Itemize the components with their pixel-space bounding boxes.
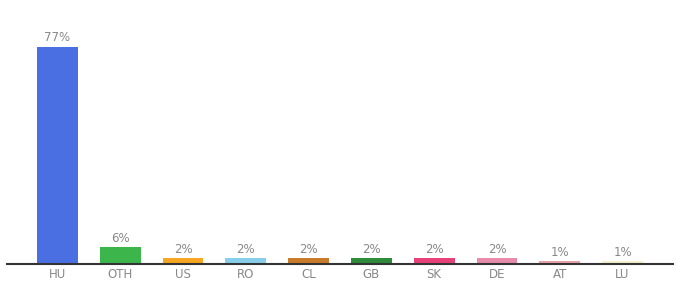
Text: 77%: 77% — [44, 31, 71, 44]
Bar — [163, 258, 203, 264]
Bar — [351, 258, 392, 264]
Bar — [413, 258, 454, 264]
Text: 2%: 2% — [299, 243, 318, 256]
Bar — [539, 261, 580, 264]
Text: 1%: 1% — [550, 246, 569, 259]
Text: 1%: 1% — [613, 246, 632, 259]
Bar — [37, 46, 78, 264]
Text: 6%: 6% — [111, 232, 130, 245]
Text: 2%: 2% — [237, 243, 255, 256]
Bar — [226, 258, 267, 264]
Text: 2%: 2% — [173, 243, 192, 256]
Text: 2%: 2% — [362, 243, 381, 256]
Bar — [288, 258, 329, 264]
Text: 2%: 2% — [488, 243, 507, 256]
Text: 2%: 2% — [425, 243, 443, 256]
Bar — [477, 258, 517, 264]
Bar — [602, 261, 643, 264]
Bar — [100, 247, 141, 264]
